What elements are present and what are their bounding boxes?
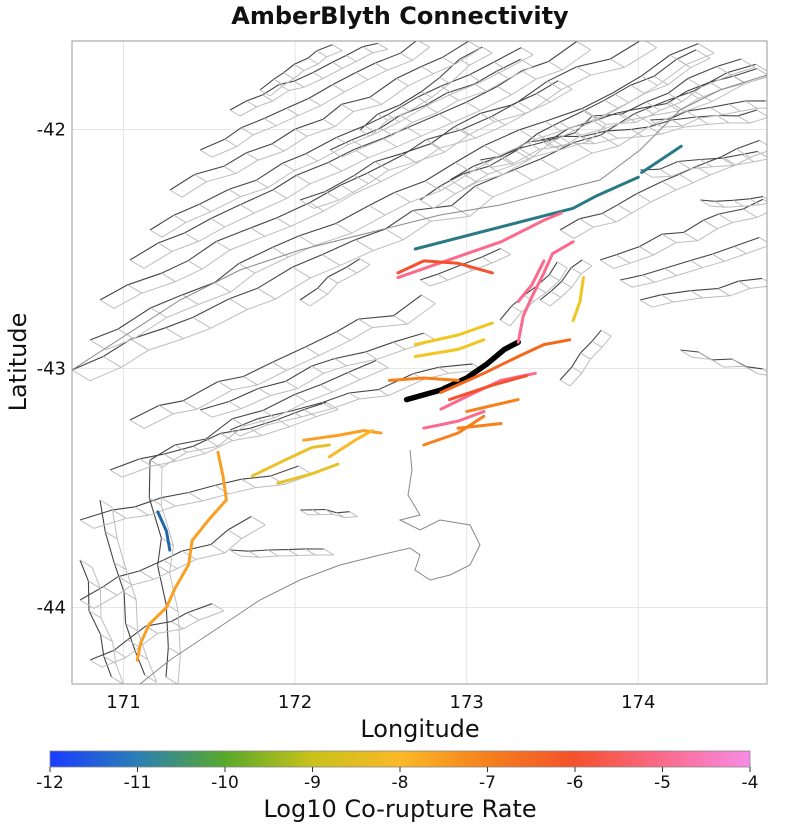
highlighted-fault-orange-mid [388,376,460,382]
background-faults [72,41,767,684]
grid [72,41,767,684]
x-tick-label: 172 [278,692,312,713]
highlighted-fault-inner-yellow-2 [413,321,494,347]
background-fault-subsections [679,349,767,376]
background-fault-subsections [259,44,343,97]
background-fault-subsections [299,258,371,307]
background-fault-subsections [329,58,533,158]
highlighted-fault-east-teal [413,175,640,251]
background-fault-subsections [229,42,389,117]
background-fault-subsections [539,109,767,148]
background-fault-subsections [229,548,335,558]
coastline-north [72,74,767,371]
plot-frame [71,40,768,685]
highlighted-fault-red-east-low [448,374,529,402]
background-fault-trace [639,277,763,301]
background-fault-subsections [639,277,767,308]
background-fault-subsections [169,41,481,198]
background-fault-trace [229,42,378,111]
y-axis-ticks: -42 -43 -44 [37,119,66,618]
background-fault-subsections [559,329,612,387]
background-fault-trace [79,559,112,677]
highlighted-fault-porters-orange-2 [135,622,151,662]
background-fault-subsections [99,499,158,683]
background-fault-subsections [199,41,430,158]
x-tick-label: 173 [450,692,484,713]
plot-area [72,41,767,684]
background-fault-trace [499,261,558,321]
y-axis-label: Latitude [4,313,32,412]
background-fault-subsections [129,294,436,429]
background-fault-subsections [559,139,767,239]
highlighted-fault-north-red [396,259,494,275]
background-fault-subsections [479,68,767,168]
background-fault-subsections [79,465,313,529]
highlighted-fault-source [403,339,521,403]
background-fault-subsections [149,47,534,238]
highlighted-fault-hundalee-orange [465,398,520,413]
x-axis-label: Longitude [360,715,479,743]
background-fault-subsections [79,559,124,684]
background-fault-subsections [299,80,573,209]
background-fault-subsections [649,100,767,128]
background-fault-subsections [419,49,711,209]
chart-title: AmberBlyth Connectivity [231,2,569,30]
highlighted-fault-inner-yellow [413,338,486,358]
background-fault-subsections [359,46,493,137]
highlighted-fault-short-yellow [571,276,585,323]
background-fault-trace [679,349,763,370]
highlighted-fault-yellow-south-3 [276,462,340,485]
y-tick-label: -42 [37,119,66,140]
background-fault-subsections [89,43,715,351]
background-fault-subsections [639,150,767,178]
x-tick-label: 171 [106,692,140,713]
y-tick-label: -44 [37,598,66,619]
highlighted-fault-yellow-south [250,443,331,478]
background-fault-trace [229,548,324,552]
background-fault-subsections [599,198,767,269]
background-fault-subsections [299,509,358,519]
background-fault-subsections [619,237,767,288]
highlighted-fault-blue-short [156,510,172,552]
highlighted-fault-orange-east [439,338,572,394]
highlighted-fault-pink-south [422,410,486,430]
coastline-south [139,449,481,684]
background-fault-subsections [539,259,593,307]
highlighted-fault-east-teal-2 [640,144,683,174]
highlighted-fault-inland-pink [516,240,575,344]
background-fault-subsections [699,196,767,208]
y-tick-label: -43 [37,358,66,379]
background-fault-subsections [129,41,591,269]
background-fault-subsections [79,516,266,609]
highlighted-fault-yellow-south-2 [327,429,374,459]
background-fault-subsections [89,603,225,668]
highlighted-fault-orange-south-2 [456,422,503,430]
background-fault-subsections [109,401,339,478]
x-tick-label: 174 [621,692,655,713]
highlighted-fault-orange-south [422,414,486,447]
highlighted-fault-porters-orange [147,450,228,626]
highlighted-fault-inland-pink-b [516,259,546,303]
x-axis-ticks: 171 172 173 174 [106,692,655,713]
background-fault-subsections [149,459,181,684]
